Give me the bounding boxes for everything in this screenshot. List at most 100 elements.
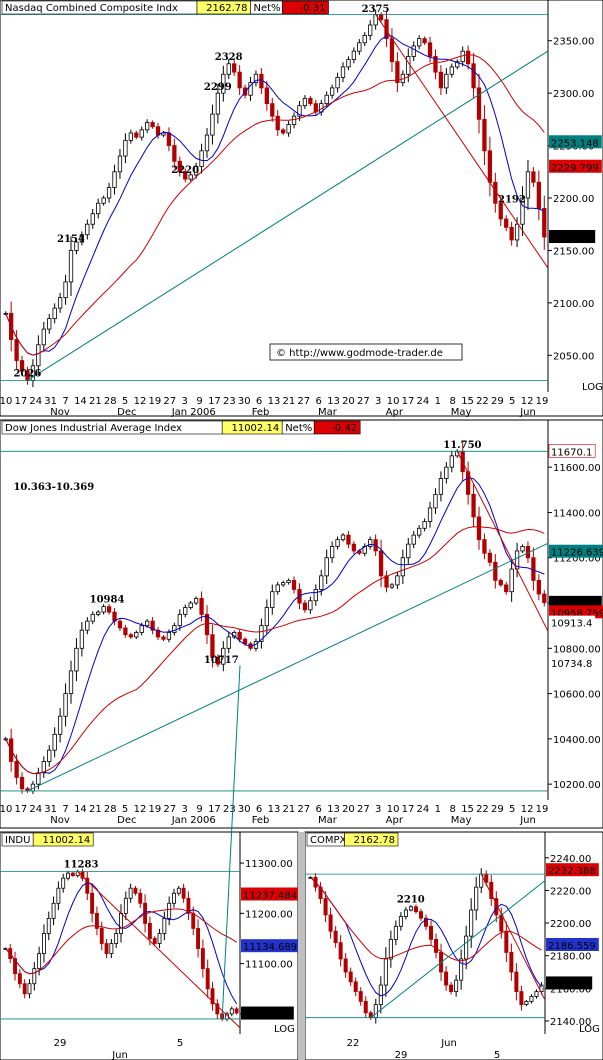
candle-body bbox=[166, 132, 172, 146]
moving-average-short bbox=[5, 477, 545, 775]
candle-body bbox=[509, 568, 514, 593]
candle-body bbox=[388, 938, 393, 960]
candle-body bbox=[204, 613, 210, 636]
candle-body bbox=[464, 935, 469, 960]
candle-body bbox=[286, 579, 291, 584]
candle-body bbox=[476, 87, 482, 120]
x-day-label: 3 bbox=[181, 396, 187, 407]
candle-body bbox=[281, 129, 286, 134]
panel-2: 11300.0011200.0011100.0011000.0011237.48… bbox=[0, 665, 301, 1060]
trend-line-resistance bbox=[480, 873, 546, 1001]
x-day-label: 14 bbox=[74, 804, 87, 815]
candle-body bbox=[291, 579, 297, 590]
x-day-label: 24 bbox=[417, 804, 430, 815]
candle-body bbox=[328, 914, 333, 932]
candle-body bbox=[221, 647, 226, 665]
candle-body bbox=[264, 87, 269, 105]
price-badge: 2186.559 bbox=[546, 937, 599, 952]
candle-body bbox=[90, 613, 95, 622]
candle-body bbox=[406, 543, 411, 559]
x-month-label: Dec bbox=[117, 815, 136, 826]
candle-body bbox=[417, 38, 422, 47]
price-badge-text: 11226.639 bbox=[551, 548, 603, 559]
candle-body bbox=[427, 507, 433, 522]
x-day-label: 23 bbox=[223, 396, 236, 407]
candle-body bbox=[459, 958, 464, 981]
y-tick-label: 10200.00 bbox=[553, 780, 601, 791]
candle-body bbox=[41, 328, 46, 346]
candle-body bbox=[232, 63, 237, 73]
candle-body bbox=[469, 909, 474, 937]
x-month-label: Nov bbox=[50, 815, 70, 826]
log-scale-label: LOG bbox=[582, 382, 603, 393]
x-day-label: 22 bbox=[476, 804, 489, 815]
candle-body bbox=[139, 129, 144, 138]
trend-line-support bbox=[27, 542, 549, 792]
x-day-label: 27 bbox=[297, 804, 310, 815]
x-day-label: 19 bbox=[536, 396, 549, 407]
x-day-label: 12 bbox=[134, 804, 147, 815]
panel-header: Dow Jones Industrial Average Index 11002.… bbox=[1, 420, 361, 435]
candle-body bbox=[270, 591, 275, 608]
header-net-box bbox=[282, 0, 329, 15]
x-month-label: Dec bbox=[117, 407, 136, 418]
price-badge-bg bbox=[241, 939, 301, 953]
candle-body bbox=[302, 97, 308, 107]
candle-body bbox=[128, 634, 133, 638]
candle-body bbox=[324, 557, 329, 577]
candle-body bbox=[96, 202, 101, 215]
net-change: -0.42 bbox=[331, 423, 357, 434]
price-annotation: 10.363-10.369 bbox=[13, 482, 94, 493]
candle-body bbox=[172, 625, 177, 633]
candle-body bbox=[41, 761, 46, 774]
candle-body bbox=[357, 42, 362, 52]
candle-body bbox=[145, 620, 150, 627]
candle-body bbox=[79, 234, 85, 243]
candle-body bbox=[471, 493, 476, 518]
candle-body bbox=[68, 250, 74, 283]
y-tick-label: 2200.00 bbox=[550, 919, 591, 930]
price-badge: 11670.1 bbox=[548, 443, 596, 458]
candle-body bbox=[358, 991, 363, 1002]
x-label: Jun bbox=[111, 1050, 128, 1060]
candle-body bbox=[422, 38, 427, 44]
watermark-text: © http://www.godmode-trader.de bbox=[276, 348, 443, 359]
x-month-label: Feb bbox=[252, 815, 270, 826]
candle-body bbox=[63, 693, 68, 717]
price-badge-text: 2162.99 bbox=[548, 979, 589, 990]
candle-body bbox=[128, 887, 133, 899]
candle-body bbox=[368, 24, 373, 36]
x-month-label: Jan 2006 bbox=[171, 815, 216, 826]
x-month-label: Mar bbox=[318, 815, 338, 826]
x-day-label: 17 bbox=[208, 804, 221, 815]
candle-body bbox=[74, 241, 79, 251]
x-day-label: 24 bbox=[29, 804, 42, 815]
candle-body bbox=[147, 923, 152, 939]
candle-body bbox=[434, 938, 439, 953]
candle-body bbox=[403, 909, 408, 917]
candle-body bbox=[226, 63, 231, 75]
candle-body bbox=[215, 656, 221, 665]
x-day-label: 19 bbox=[149, 396, 162, 407]
x-month-label: Feb bbox=[252, 407, 270, 418]
x-day-label: 27 bbox=[163, 804, 176, 815]
candle-body bbox=[181, 887, 186, 899]
x-month-label: Jun bbox=[519, 407, 536, 418]
candle-body bbox=[85, 620, 90, 631]
price-badge: 10958.759 bbox=[549, 605, 603, 619]
x-day-label: 12 bbox=[521, 804, 534, 815]
candle-body bbox=[520, 546, 525, 552]
x-day-label: 28 bbox=[104, 396, 117, 407]
panel-header: INDU 11002.14 bbox=[1, 832, 94, 847]
candle-body bbox=[487, 150, 493, 183]
candle-body bbox=[270, 103, 275, 117]
x-day-label: 10 bbox=[387, 396, 400, 407]
log-scale-label: LOG bbox=[579, 1024, 600, 1035]
x-day-label: 27 bbox=[163, 396, 176, 407]
candle-body bbox=[133, 887, 138, 894]
y-tick-label: 11300.00 bbox=[245, 859, 293, 870]
candle-body bbox=[152, 938, 157, 944]
candle-body bbox=[166, 632, 172, 640]
price-badge-bg bbox=[241, 887, 301, 901]
price-badge-text: 10913.4 bbox=[551, 619, 592, 630]
